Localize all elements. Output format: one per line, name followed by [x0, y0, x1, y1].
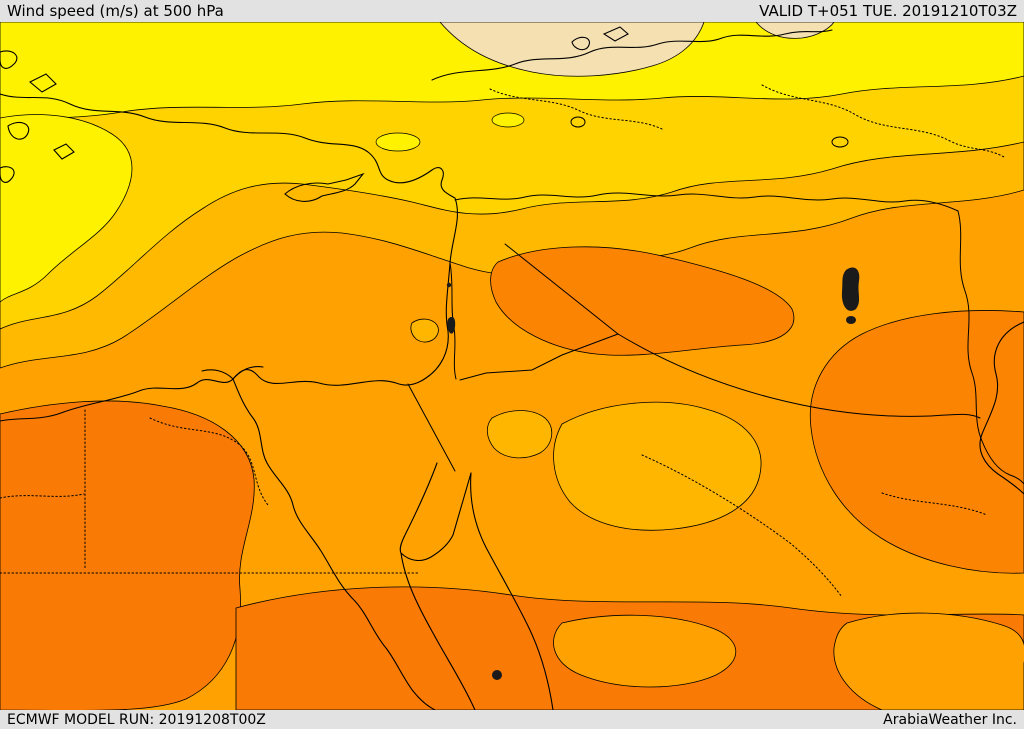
cyprus-island: [284, 172, 365, 202]
aegean-island-2: [29, 73, 57, 93]
nile-delta-west-branch: [201, 369, 234, 380]
aegean-island-5: [0, 166, 15, 183]
border-egypt-israel: [407, 383, 456, 472]
contour-cream-main: [439, 22, 705, 77]
brand-label: ArabiaWeather Inc.: [883, 711, 1017, 728]
lake-tharthar: [841, 267, 860, 311]
wind-speed-map: [0, 22, 1024, 710]
lake-van: [831, 136, 849, 148]
footer-bar: ECMWF MODEL RUN: 20191208T00Z ArabiaWeat…: [0, 710, 1024, 729]
dotted-border-egypt-interior: [149, 417, 269, 506]
valid-time-label: VALID T+051 TUE. 20191210T03Z: [759, 2, 1017, 20]
aegean-island-4: [53, 143, 75, 160]
contour-deep-central: [490, 246, 795, 356]
dotted-border-turkey-interior: [489, 88, 663, 130]
border-turkey-syria: [454, 192, 959, 212]
dotted-border-saudi-east: [881, 492, 988, 516]
contour-cream-right: [755, 22, 835, 39]
coastline-black-sea: [431, 29, 833, 81]
sea-of-galilee: [446, 282, 452, 288]
contour-light-west: [486, 410, 553, 459]
border-iraq-saudi: [617, 333, 981, 419]
border-jordan-saudi: [459, 333, 619, 381]
dead-sea: [447, 316, 456, 334]
dotted-border-iran: [761, 84, 1005, 158]
header-bar: Wind speed (m/s) at 500 hPa VALID T+051 …: [0, 0, 1024, 22]
contour-light-jordan: [553, 401, 762, 531]
nile-river: [232, 378, 436, 710]
persian-gulf-coast: [979, 321, 1024, 495]
contour-hole-bottom-center: [553, 614, 737, 688]
red-sea-west-coast: [400, 552, 476, 710]
black-sea-islet: [571, 36, 591, 51]
contour-yellow-band: [0, 22, 1024, 125]
model-run-label: ECMWF MODEL RUN: 20191208T00Z: [7, 711, 266, 728]
aegean-island-3: [7, 121, 30, 140]
contour-light-israel: [410, 318, 439, 343]
nile-delta-east-branch: [232, 366, 264, 380]
contour-hole-bottom-right: [833, 612, 1024, 710]
lake-tuz: [570, 116, 586, 128]
map-canvas: [0, 22, 1024, 710]
contour-yellow-tongue: [0, 114, 133, 303]
aegean-island-1: [0, 50, 18, 69]
map-title: Wind speed (m/s) at 500 hPa: [7, 2, 224, 20]
contour-deep-right: [809, 310, 1024, 574]
dotted-border-libya: [0, 493, 85, 499]
contour-deep-bottomleft: [0, 400, 255, 710]
contour-yellow-spot-2: [491, 112, 525, 128]
gulf-of-suez-coast: [399, 462, 438, 554]
black-sea-islet-2: [602, 26, 629, 42]
lake-habbaniyah: [846, 316, 856, 324]
border-iran-iraq: [957, 210, 1024, 485]
small-lake-south: [492, 670, 502, 680]
sinai-south-coast: [400, 472, 472, 562]
red-sea-east-coast: [470, 472, 554, 710]
contour-yellow-spot: [375, 132, 421, 152]
border-syria-iraq: [504, 243, 619, 335]
